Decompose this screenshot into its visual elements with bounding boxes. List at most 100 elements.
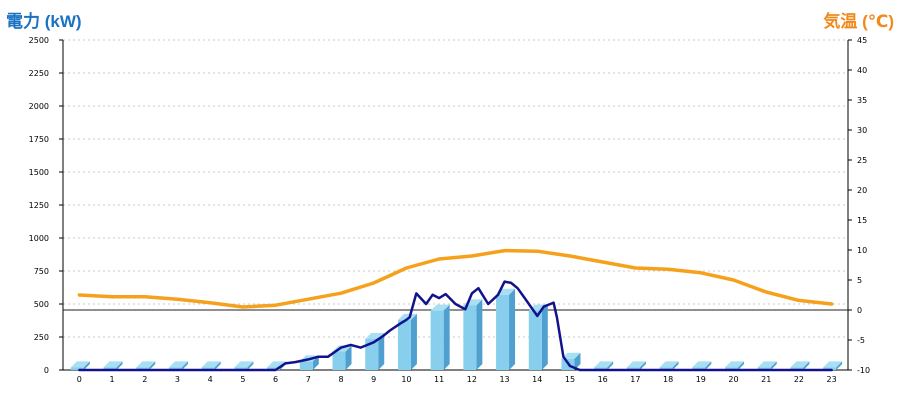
power-bar-top bbox=[692, 361, 712, 368]
power-bar-side bbox=[836, 361, 843, 370]
power-bar-side bbox=[378, 332, 385, 370]
right-axis-tick-label: -10 bbox=[857, 366, 870, 375]
power-bar-side bbox=[574, 352, 581, 370]
power-bar-top bbox=[757, 361, 777, 368]
power-bar-side bbox=[345, 345, 352, 370]
right-axis-tick-label: 40 bbox=[857, 66, 867, 75]
power-bar-top bbox=[659, 361, 679, 368]
left-axis-tick-label: 2500 bbox=[29, 36, 49, 45]
power-bar bbox=[201, 361, 221, 370]
left-axis-tick-label: 1000 bbox=[29, 234, 49, 243]
power-bar-front bbox=[299, 361, 313, 370]
right-axis-tick-label: 30 bbox=[857, 126, 867, 135]
grid bbox=[63, 39, 848, 338]
power-bar-side bbox=[672, 361, 679, 370]
x-axis-tick-label: 13 bbox=[499, 375, 509, 384]
power-bar bbox=[823, 361, 843, 370]
power-bar-top bbox=[70, 361, 90, 368]
power-bar-front bbox=[201, 367, 215, 370]
power-bar-front bbox=[430, 310, 444, 370]
x-axis-tick-label: 5 bbox=[240, 375, 245, 384]
power-bar-front bbox=[790, 367, 804, 370]
left-axis-tick-label: 0 bbox=[44, 366, 49, 375]
left-axis-tick-label: 1750 bbox=[29, 135, 49, 144]
x-axis-tick-label: 6 bbox=[273, 375, 278, 384]
left-axis-tick-label: 250 bbox=[34, 333, 49, 342]
power-bar bbox=[365, 332, 385, 370]
power-bar-top bbox=[234, 361, 254, 368]
temperature-line bbox=[77, 248, 834, 309]
power-bar bbox=[136, 361, 156, 370]
right-axis-tick-label: -5 bbox=[857, 336, 865, 345]
power-bar-top bbox=[430, 304, 450, 311]
power-bar bbox=[103, 361, 123, 370]
power-bar bbox=[757, 361, 777, 370]
right-axis-tick-label: 0 bbox=[857, 306, 862, 315]
power-bar-side bbox=[214, 361, 221, 370]
tick-labels: 02505007501000125015001750200022502500-1… bbox=[29, 36, 870, 384]
x-axis-tick-label: 20 bbox=[728, 375, 738, 384]
power-bar-front bbox=[757, 367, 771, 370]
power-bar bbox=[463, 299, 483, 370]
power-bar-front bbox=[725, 367, 739, 370]
power-bar-front bbox=[136, 367, 150, 370]
power-bar-front bbox=[267, 367, 281, 370]
left-axis-tick-label: 1250 bbox=[29, 201, 49, 210]
power-bars bbox=[70, 288, 843, 370]
power-bar-side bbox=[443, 304, 450, 370]
power-bar-side bbox=[639, 361, 646, 370]
power-bar-front bbox=[594, 367, 608, 370]
x-axis-tick-label: 9 bbox=[371, 375, 376, 384]
power-bar bbox=[594, 361, 614, 370]
power-bar bbox=[70, 361, 90, 370]
power-bar-front bbox=[103, 367, 117, 370]
power-bar-top bbox=[594, 361, 614, 368]
right-axis-tick-label: 45 bbox=[857, 36, 867, 45]
power-bar-front bbox=[168, 367, 182, 370]
power-bar-front bbox=[397, 319, 411, 370]
power-bar-side bbox=[312, 355, 319, 370]
power-bar-side bbox=[607, 361, 614, 370]
x-axis-tick-label: 1 bbox=[110, 375, 115, 384]
power-bar bbox=[430, 304, 450, 370]
power-bar-side bbox=[803, 361, 810, 370]
x-axis-tick-label: 8 bbox=[338, 375, 343, 384]
power-bar-front bbox=[496, 294, 510, 370]
left-axis-tick-label: 500 bbox=[34, 300, 49, 309]
left-axis-tick-label: 2250 bbox=[29, 69, 49, 78]
left-axis-title: 電力 (kW) bbox=[6, 12, 82, 31]
x-axis-tick-label: 16 bbox=[598, 375, 608, 384]
x-axis-tick-label: 4 bbox=[208, 375, 213, 384]
x-axis-tick-label: 19 bbox=[696, 375, 706, 384]
power-bar-side bbox=[149, 361, 156, 370]
x-axis-tick-label: 11 bbox=[434, 375, 444, 384]
power-bar bbox=[397, 313, 417, 370]
power-line bbox=[78, 280, 833, 372]
power-bar-front bbox=[70, 367, 84, 370]
power-bar bbox=[659, 361, 679, 370]
left-axis-tick-label: 1500 bbox=[29, 168, 49, 177]
power-bar bbox=[692, 361, 712, 370]
right-axis-tick-label: 10 bbox=[857, 246, 867, 255]
right-axis-tick-label: 20 bbox=[857, 186, 867, 195]
power-bar-side bbox=[83, 361, 90, 370]
left-axis-tick-label: 750 bbox=[34, 267, 49, 276]
power-bar bbox=[332, 345, 352, 370]
power-bar-front bbox=[463, 305, 477, 370]
power-bar-top bbox=[725, 361, 745, 368]
x-axis-tick-label: 7 bbox=[306, 375, 311, 384]
power-bar-top bbox=[561, 352, 581, 359]
power-bar-front bbox=[626, 367, 640, 370]
power-bar bbox=[790, 361, 810, 370]
x-axis-tick-label: 18 bbox=[663, 375, 673, 384]
x-axis-tick-label: 23 bbox=[827, 375, 837, 384]
power-bar-side bbox=[410, 313, 417, 370]
power-bar-top bbox=[168, 361, 188, 368]
x-axis-tick-label: 14 bbox=[532, 375, 542, 384]
power-bar-top bbox=[790, 361, 810, 368]
power-bar-side bbox=[116, 361, 123, 370]
power-bar bbox=[234, 361, 254, 370]
x-axis-tick-label: 3 bbox=[175, 375, 180, 384]
power-bar-front bbox=[365, 338, 379, 370]
